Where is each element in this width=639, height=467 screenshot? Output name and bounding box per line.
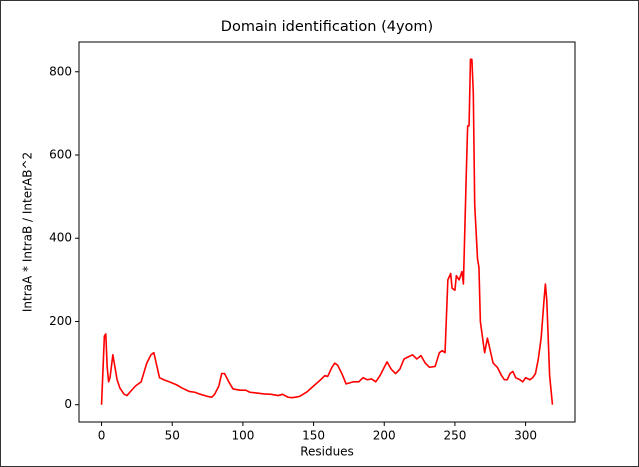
plot-frame [78, 41, 576, 423]
x-tick-label: 150 [302, 429, 325, 443]
y-axis-label: IntraA * IntraB / InterAB^2 [21, 152, 35, 312]
x-axis-label: Residues [300, 445, 354, 459]
y-tick-label: 400 [49, 231, 72, 245]
x-tick-label: 50 [165, 429, 180, 443]
x-tick-label: 300 [514, 429, 537, 443]
x-tick-label: 100 [231, 429, 254, 443]
y-tick-label: 200 [49, 314, 72, 328]
x-tick-label: 250 [443, 429, 466, 443]
y-tick-label: 0 [64, 397, 72, 411]
y-tick-label: 800 [49, 64, 72, 78]
data-line [100, 58, 554, 405]
x-tick-label: 0 [98, 429, 106, 443]
y-tick-label: 600 [49, 148, 72, 162]
chart-title: Domain identification (4yom) [221, 19, 433, 35]
x-tick-label: 200 [373, 429, 396, 443]
